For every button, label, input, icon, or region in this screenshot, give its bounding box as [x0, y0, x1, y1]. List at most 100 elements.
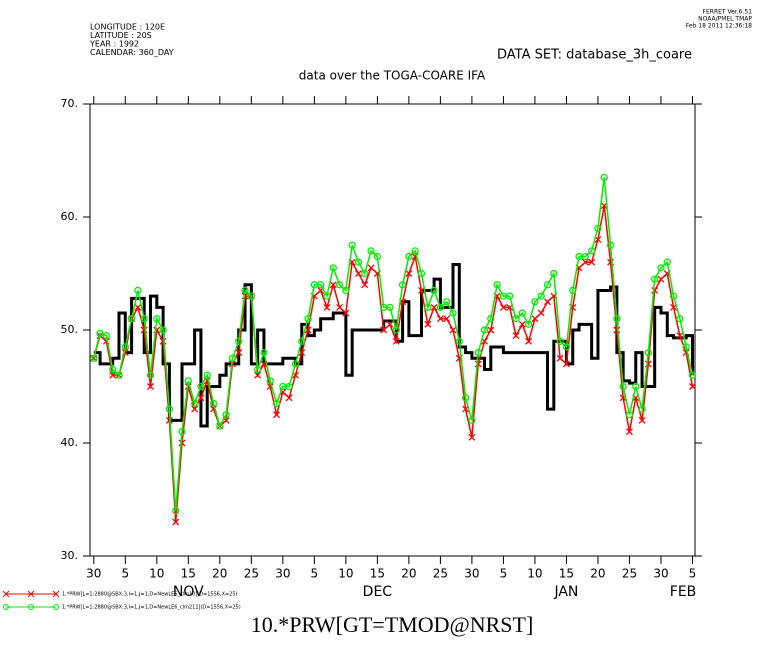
marker-circle [398, 281, 407, 289]
marker-x [367, 264, 375, 272]
x-tick-label: 10 [338, 567, 353, 581]
x-tick-label: 25 [244, 567, 259, 581]
marker-x [109, 371, 117, 379]
month-label: FEB [670, 584, 697, 600]
marker-circle [506, 292, 514, 300]
marker-x [512, 332, 520, 340]
marker-x [581, 258, 589, 266]
legend-marker [27, 590, 35, 598]
marker-circle [474, 348, 482, 357]
marker-circle [676, 315, 684, 323]
marker-circle [165, 405, 174, 413]
marker-circle [260, 348, 268, 357]
marker-circle [178, 428, 186, 436]
marker-circle [127, 315, 136, 323]
x-tick-label: 15 [559, 567, 574, 581]
x-tick-label: 10 [149, 567, 164, 581]
y-tick-label: 50. [61, 323, 79, 336]
x-tick-label: 20 [212, 567, 227, 581]
marker-circle [323, 292, 331, 300]
marker-circle [335, 281, 344, 289]
marker-x [159, 337, 167, 345]
x-tick-label: 5 [311, 567, 319, 581]
marker-circle [253, 365, 262, 374]
x-tick-label: 30 [275, 567, 290, 581]
y-tick-label: 40. [61, 436, 79, 449]
marker-circle [153, 315, 161, 323]
marker-circle [102, 331, 111, 340]
marker-x [172, 518, 180, 526]
marker-circle [140, 315, 148, 323]
marker-x [336, 303, 344, 311]
marker-circle [361, 269, 369, 278]
x-tick-label: 5 [500, 567, 508, 581]
marker-x [518, 320, 526, 328]
legend-marker [3, 604, 9, 610]
marker-circle [266, 377, 274, 385]
marker-x [487, 326, 495, 334]
marker-circle [115, 371, 123, 379]
marker-circle [518, 309, 526, 317]
x-tick-label: 25 [622, 567, 637, 581]
marker-circle [657, 264, 665, 272]
marker-circle [209, 399, 218, 408]
marker-circle [354, 258, 363, 266]
series-line [93, 177, 694, 511]
marker-x [625, 428, 633, 436]
x-tick-label: 20 [401, 567, 416, 581]
marker-circle [228, 354, 237, 362]
header-left: YEAR : 1992 [89, 40, 139, 49]
marker-circle [663, 258, 671, 266]
marker-circle [436, 303, 445, 312]
marker-x [638, 416, 646, 424]
marker-circle [651, 275, 659, 283]
marker-x [197, 394, 205, 402]
marker-x [405, 270, 413, 277]
marker-circle [562, 343, 571, 351]
dataset-label: DATA SET: database_3h_coare [497, 48, 692, 63]
marker-circle [197, 382, 205, 391]
marker-x [657, 275, 665, 283]
marker-circle [493, 281, 501, 289]
marker-x [468, 433, 476, 441]
marker-circle [512, 315, 520, 323]
x-tick-label: 5 [121, 567, 129, 581]
month-label: DEC [363, 584, 393, 600]
marker-circle [443, 298, 451, 306]
marker-circle [632, 382, 640, 391]
marker-x [525, 337, 533, 345]
marker-x [613, 326, 621, 334]
x-tick-label: 20 [590, 567, 605, 581]
marker-circle [524, 320, 533, 329]
marker-circle [216, 422, 224, 430]
marker-circle [109, 365, 117, 374]
marker-x [430, 303, 438, 311]
y-tick-label: 30. [61, 549, 79, 562]
y-tick-label: 70. [61, 97, 79, 110]
marker-x [191, 405, 199, 413]
marker-circle [348, 241, 356, 249]
marker-circle [688, 371, 697, 379]
marker-circle [424, 303, 432, 312]
marker-x [562, 360, 570, 368]
marker-x [254, 371, 262, 379]
marker-circle [317, 281, 325, 289]
x-tick-label: 5 [689, 567, 697, 581]
month-label: NOV [173, 584, 204, 600]
marker-circle [594, 224, 602, 232]
marker-circle [405, 252, 413, 261]
marker-x [449, 326, 457, 334]
marker-circle [556, 337, 564, 345]
marker-x [531, 315, 539, 323]
marker-x [386, 320, 394, 328]
chart-title: data over the TOGA-COARE IFA [299, 69, 486, 83]
marker-x [147, 383, 154, 390]
marker-x [285, 394, 293, 402]
legend-marker [53, 604, 59, 610]
marker-x [588, 258, 596, 266]
marker-circle [304, 315, 312, 323]
marker-circle [455, 337, 463, 345]
marker-circle [644, 348, 653, 357]
marker-x [380, 326, 388, 334]
marker-circle [90, 354, 98, 362]
